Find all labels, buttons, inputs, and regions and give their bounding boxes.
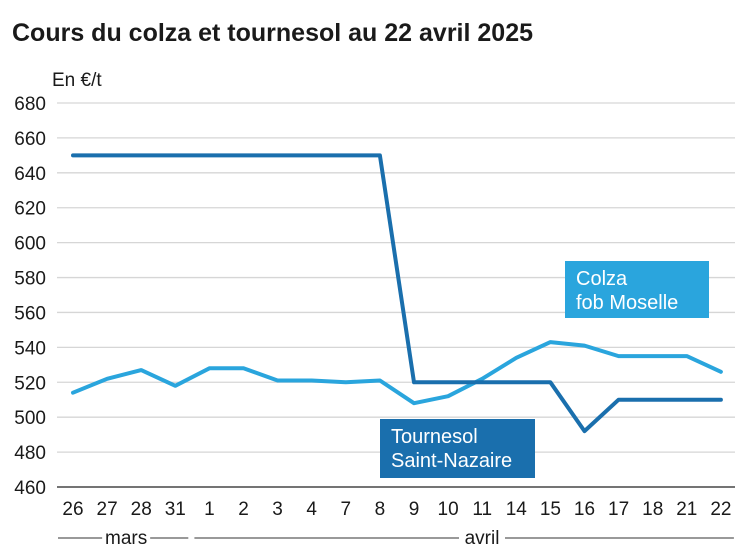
x-tick-label: 21 — [676, 499, 697, 520]
series-lines — [71, 153, 723, 434]
y-tick-label: 600 — [14, 234, 46, 255]
x-tick-label: 7 — [341, 499, 352, 520]
legend-label: Colza — [576, 268, 628, 290]
chart-title: Cours du colza et tournesol au 22 avril … — [12, 19, 533, 47]
x-tick-label: 26 — [62, 499, 83, 520]
x-tick-label: 15 — [540, 499, 561, 520]
legend-label: fob Moselle — [576, 292, 678, 314]
x-tick-label: 18 — [642, 499, 663, 520]
y-tick-label: 640 — [14, 164, 46, 185]
x-tick-label: 16 — [574, 499, 595, 520]
x-tick-label: 1 — [204, 499, 215, 520]
y-tick-label: 660 — [14, 129, 46, 150]
month-label: mars — [105, 528, 147, 549]
x-tick-label: 17 — [608, 499, 629, 520]
y-tick-label: 500 — [14, 408, 46, 429]
x-tick-label: 2 — [238, 499, 249, 520]
x-tick-label: 27 — [97, 499, 118, 520]
x-tick-label: 9 — [409, 499, 420, 520]
y-tick-label: 520 — [14, 373, 46, 394]
x-tick-label: 14 — [506, 499, 528, 520]
month-labels: mars avril — [58, 528, 734, 549]
month-label: avril — [465, 528, 500, 549]
series-line-tournesol — [71, 153, 723, 434]
y-tick-labels: 460 480 500 520 540 560 580 600 620 640 660 680 — [14, 94, 46, 499]
legend-box — [565, 261, 709, 318]
y-tick-label: 480 — [14, 443, 46, 464]
y-tick-label: 460 — [14, 478, 46, 499]
x-tick-label: 3 — [272, 499, 283, 520]
y-tick-label: 680 — [14, 94, 46, 115]
x-tick-label: 10 — [438, 499, 459, 520]
x-tick-labels: 26 27 28 31 1 2 3 4 7 8 9 10 11 14 15 16 17 18 21 22 — [62, 499, 731, 520]
x-tick-label: 4 — [306, 499, 317, 520]
y-tick-label: 540 — [14, 338, 46, 359]
gridlines — [57, 102, 735, 488]
x-tick-label: 8 — [375, 499, 386, 520]
y-tick-label: 620 — [14, 199, 46, 220]
legend-label: Saint-Nazaire — [391, 450, 512, 472]
y-tick-label: 560 — [14, 303, 46, 324]
x-tick-label: 22 — [710, 499, 731, 520]
x-tick-label: 28 — [131, 499, 152, 520]
y-axis-unit: En €/t — [52, 70, 102, 91]
x-tick-label: 31 — [165, 499, 186, 520]
series-line-colza — [71, 340, 723, 406]
legend-box — [380, 419, 535, 478]
x-tick-label: 11 — [472, 499, 492, 520]
legend-label: Tournesol — [391, 426, 478, 448]
y-tick-label: 580 — [14, 269, 46, 290]
